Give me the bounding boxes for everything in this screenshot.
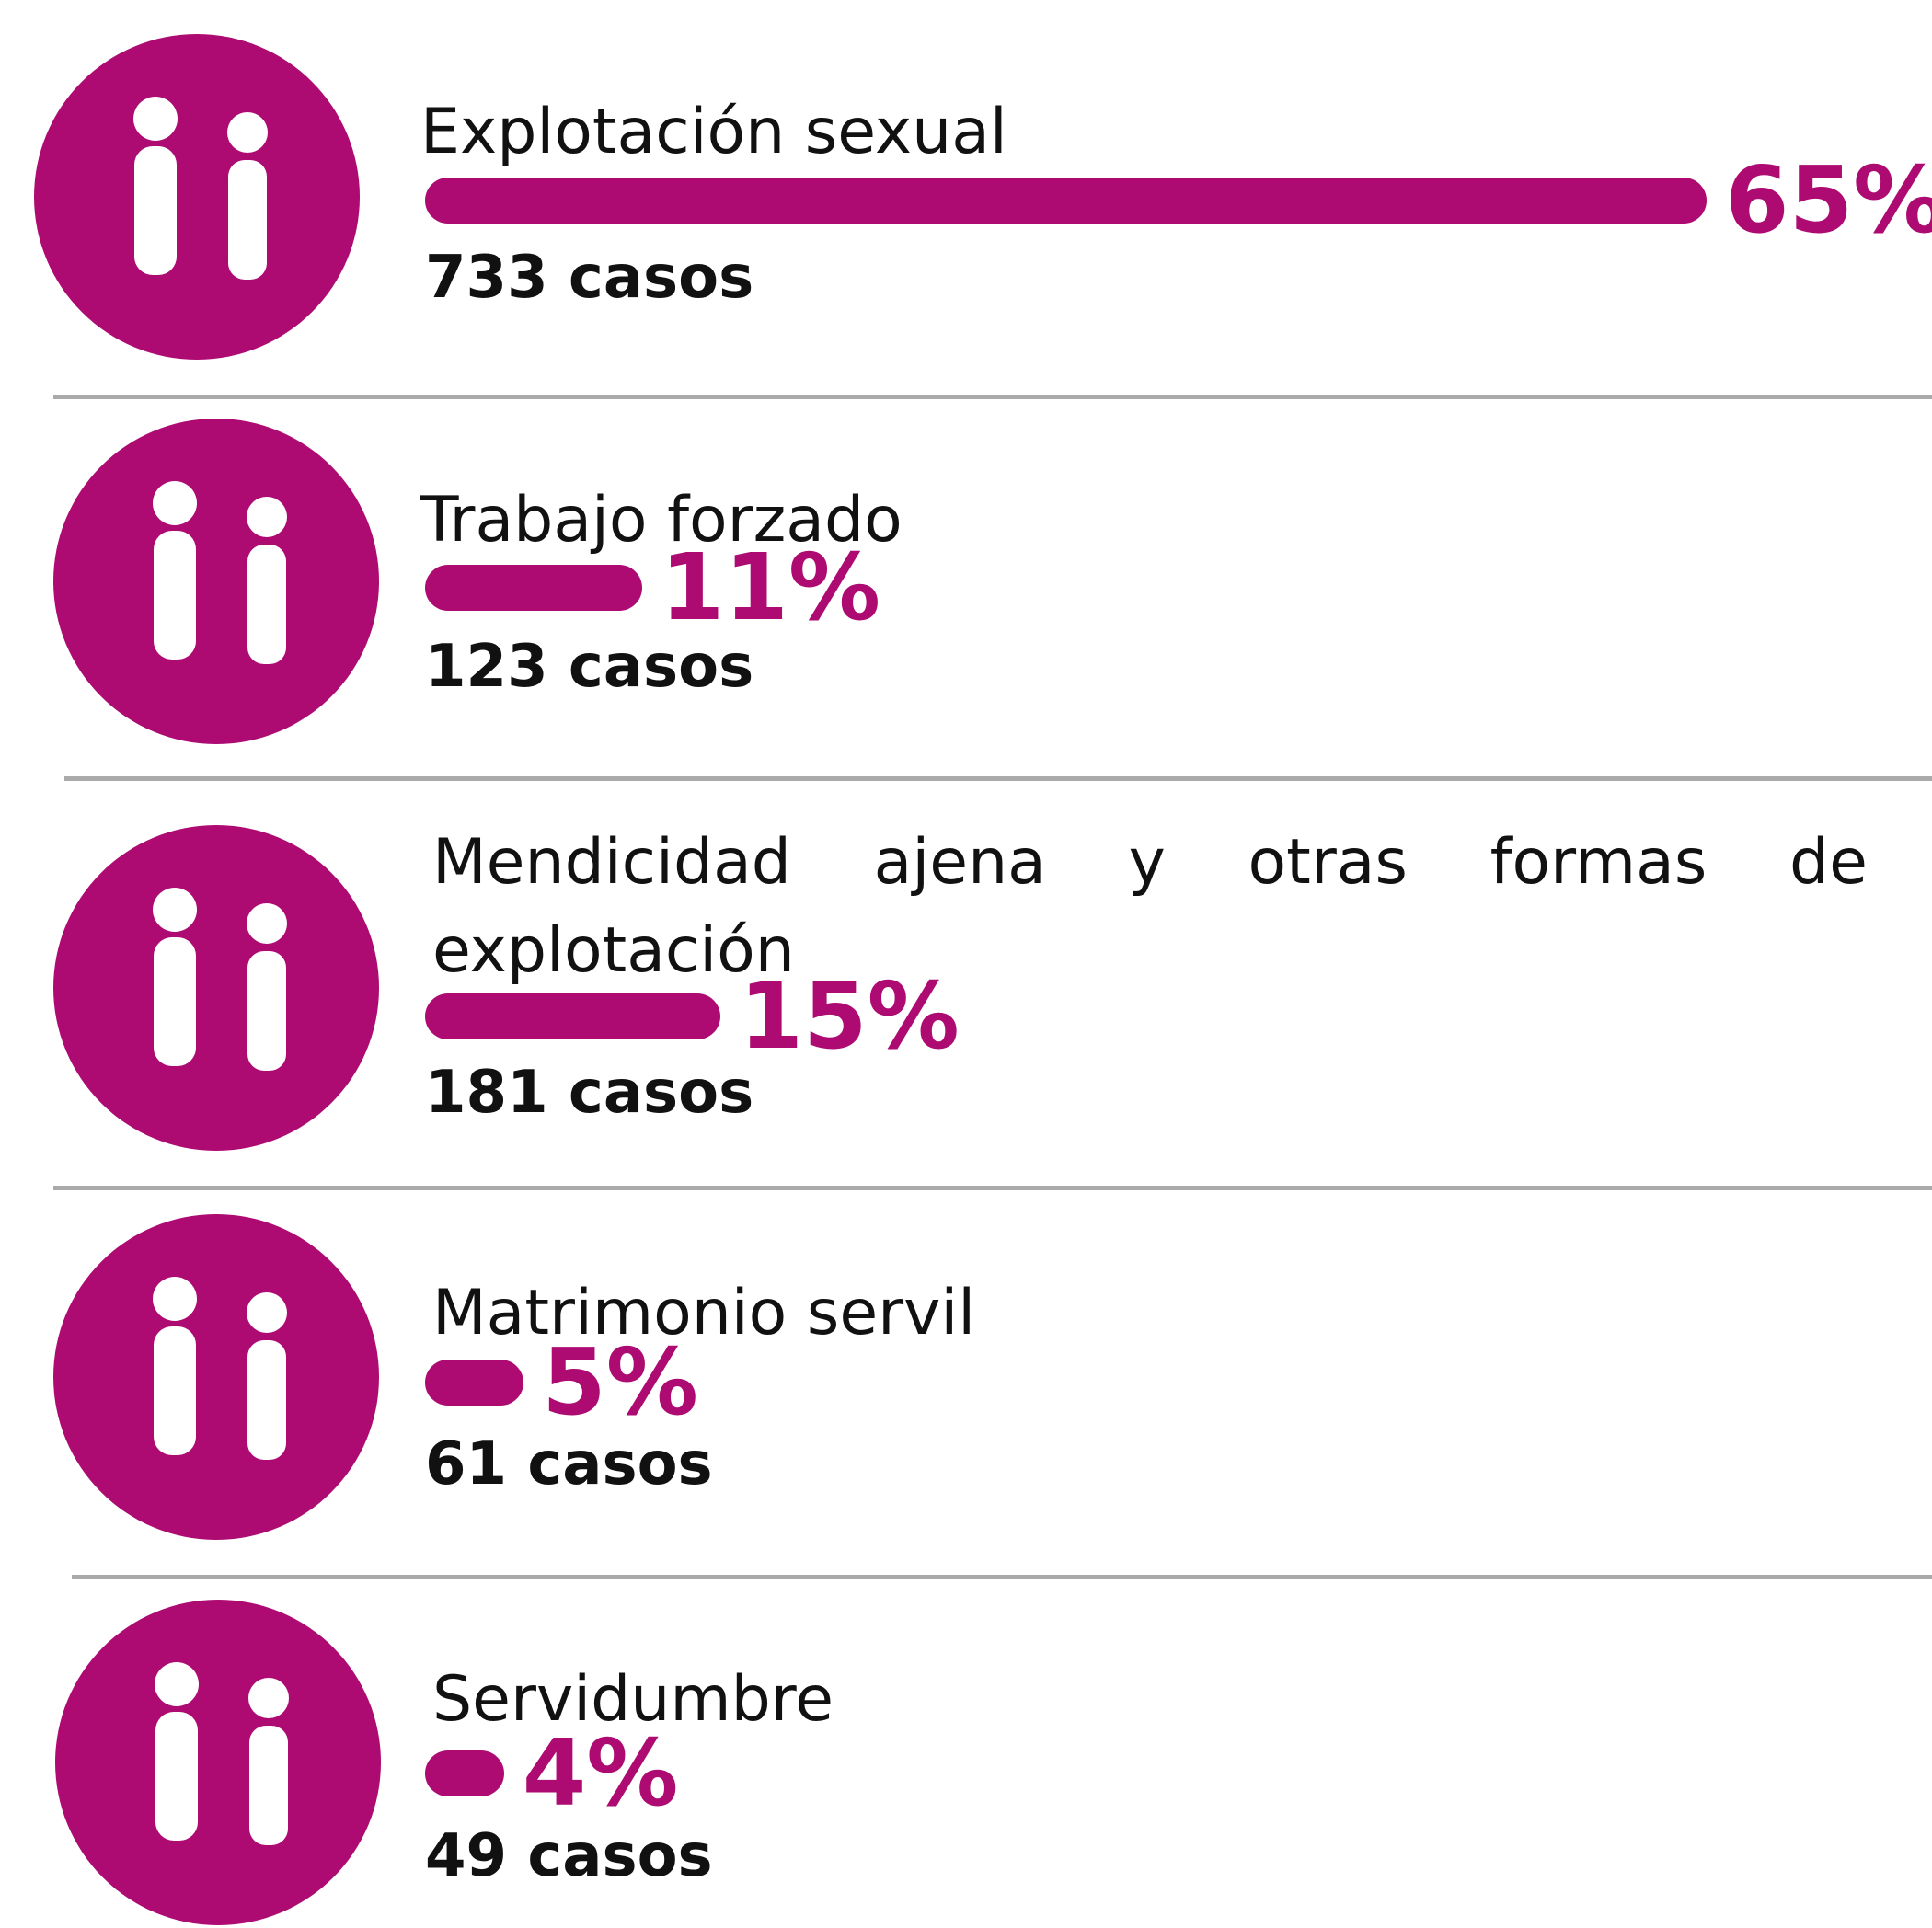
bar [425, 1750, 504, 1796]
bar [425, 178, 1707, 224]
separator [72, 1575, 1932, 1579]
category-label: Mendicidad ajena y otras formas de explo… [432, 826, 1868, 987]
icon [55, 1600, 381, 1925]
icon [53, 419, 379, 744]
value-label: 4% [522, 1719, 679, 1827]
cases-label: 61 casos [425, 1430, 713, 1498]
bar [425, 565, 642, 611]
cases-label: 49 casos [425, 1822, 713, 1890]
separator [53, 1186, 1932, 1190]
cases-label: 733 casos [425, 244, 754, 312]
value-label: 5% [542, 1328, 698, 1436]
value-label: 15% [739, 962, 960, 1070]
value-label: 65% [1725, 146, 1932, 254]
icon [53, 1214, 379, 1540]
category-label: Servidumbre [432, 1663, 834, 1736]
category-label: Explotación sexual [420, 96, 1007, 168]
separator [53, 395, 1932, 399]
cases-label: 181 casos [425, 1059, 754, 1127]
bar [425, 993, 721, 1039]
cases-label: 123 casos [425, 633, 754, 701]
icon [53, 825, 379, 1151]
value-label: 11% [660, 534, 881, 641]
icon [34, 34, 360, 360]
separator [64, 776, 1932, 781]
category-label: Matrimonio servil [432, 1277, 976, 1349]
category-label: Trabajo forzado [420, 484, 903, 557]
bar [425, 1360, 524, 1406]
